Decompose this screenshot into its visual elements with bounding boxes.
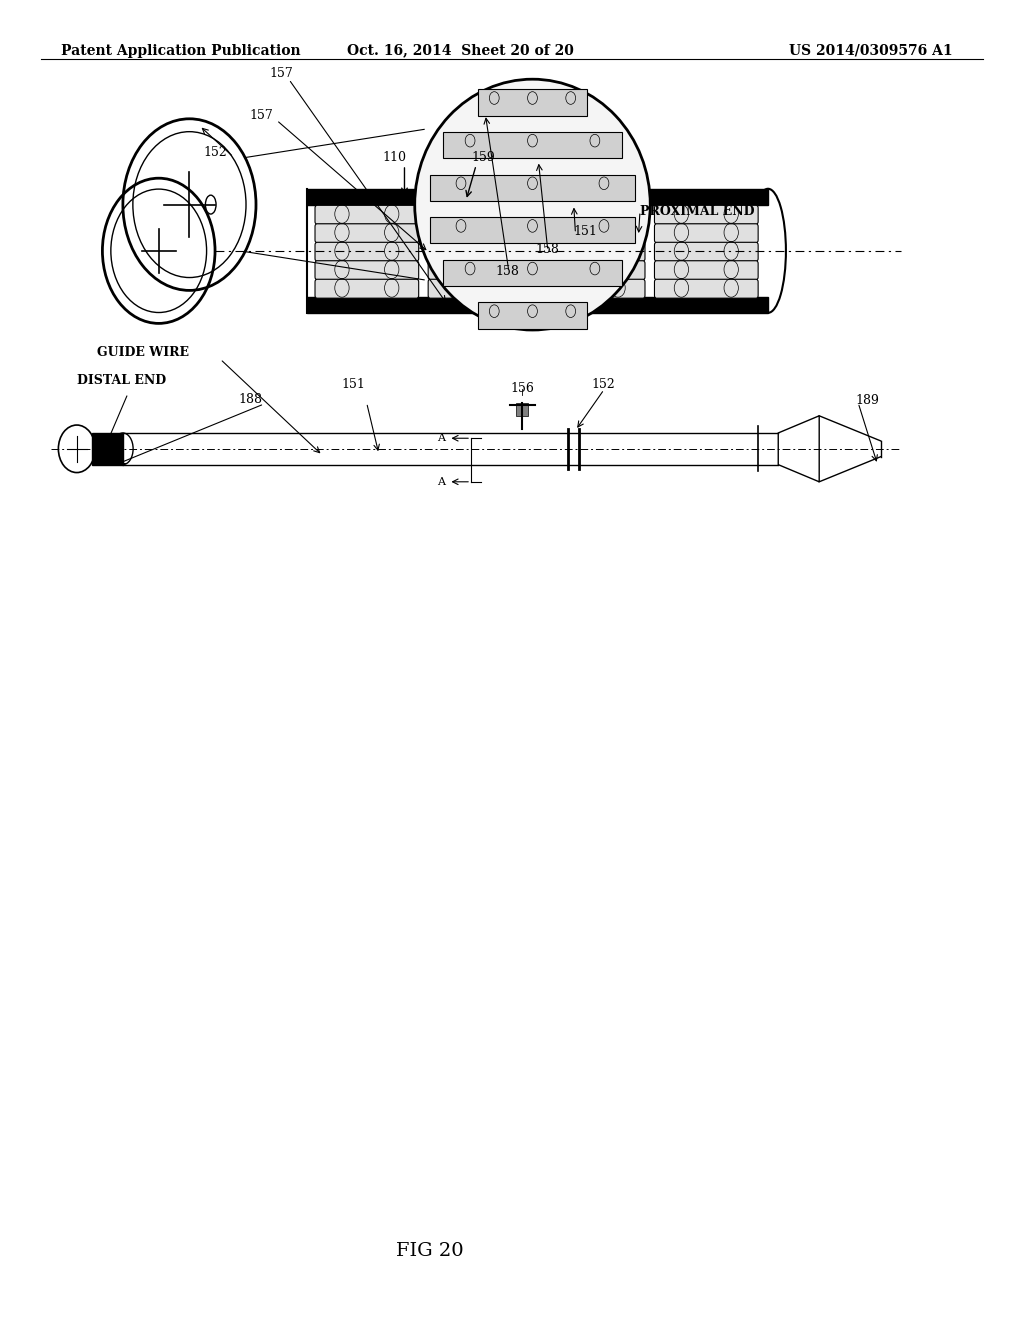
FancyBboxPatch shape — [654, 243, 758, 261]
Bar — [307, 189, 768, 205]
Bar — [92, 433, 123, 465]
FancyBboxPatch shape — [315, 243, 419, 261]
FancyBboxPatch shape — [315, 206, 419, 224]
FancyBboxPatch shape — [315, 280, 419, 298]
FancyBboxPatch shape — [654, 206, 758, 224]
Bar — [443, 260, 622, 286]
FancyBboxPatch shape — [654, 280, 758, 298]
Text: Patent Application Publication: Patent Application Publication — [61, 44, 301, 58]
Ellipse shape — [415, 79, 650, 330]
FancyBboxPatch shape — [542, 261, 645, 280]
Text: 110: 110 — [382, 150, 407, 164]
Bar — [478, 90, 587, 116]
Text: DISTAL END: DISTAL END — [77, 374, 166, 387]
Text: 156: 156 — [510, 381, 535, 395]
Text: 188: 188 — [239, 392, 263, 405]
FancyBboxPatch shape — [428, 261, 531, 280]
Text: 158: 158 — [495, 264, 519, 277]
Bar — [443, 132, 622, 158]
Text: FIG 20: FIG 20 — [396, 1242, 464, 1261]
Text: 157: 157 — [269, 66, 294, 79]
FancyBboxPatch shape — [542, 280, 645, 298]
Text: US 2014/0309576 A1: US 2014/0309576 A1 — [788, 44, 952, 58]
Bar — [478, 302, 587, 329]
Text: 152: 152 — [203, 145, 227, 158]
Text: 151: 151 — [341, 378, 366, 391]
FancyBboxPatch shape — [428, 206, 531, 224]
Text: Oct. 16, 2014  Sheet 20 of 20: Oct. 16, 2014 Sheet 20 of 20 — [347, 44, 574, 58]
Text: 152: 152 — [592, 378, 615, 391]
Text: 158: 158 — [536, 243, 560, 256]
FancyBboxPatch shape — [542, 243, 645, 261]
FancyBboxPatch shape — [542, 224, 645, 243]
FancyBboxPatch shape — [654, 261, 758, 280]
Text: 151: 151 — [573, 224, 597, 238]
Text: GUIDE WIRE: GUIDE WIRE — [97, 346, 189, 359]
Ellipse shape — [206, 195, 216, 214]
FancyBboxPatch shape — [315, 261, 419, 280]
Text: 159: 159 — [471, 150, 496, 164]
FancyBboxPatch shape — [428, 224, 531, 243]
Bar — [516, 403, 528, 416]
Bar — [307, 297, 768, 313]
FancyBboxPatch shape — [315, 224, 419, 243]
Text: 189: 189 — [855, 393, 879, 407]
FancyBboxPatch shape — [654, 224, 758, 243]
FancyBboxPatch shape — [542, 206, 645, 224]
Text: PROXIMAL END: PROXIMAL END — [640, 205, 755, 218]
Bar — [430, 216, 635, 243]
FancyBboxPatch shape — [428, 243, 531, 261]
Text: A: A — [437, 477, 445, 487]
Bar — [430, 174, 635, 201]
Text: A: A — [437, 433, 445, 444]
Text: 157: 157 — [249, 108, 273, 121]
FancyBboxPatch shape — [428, 280, 531, 298]
